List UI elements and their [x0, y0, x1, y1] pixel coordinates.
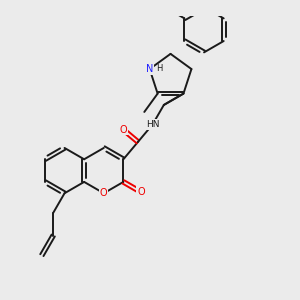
Text: O: O — [119, 124, 127, 134]
Text: H: H — [156, 64, 162, 73]
Text: O: O — [100, 188, 108, 198]
Text: HN: HN — [146, 120, 159, 129]
Text: O: O — [137, 187, 145, 197]
Text: N: N — [146, 64, 153, 74]
